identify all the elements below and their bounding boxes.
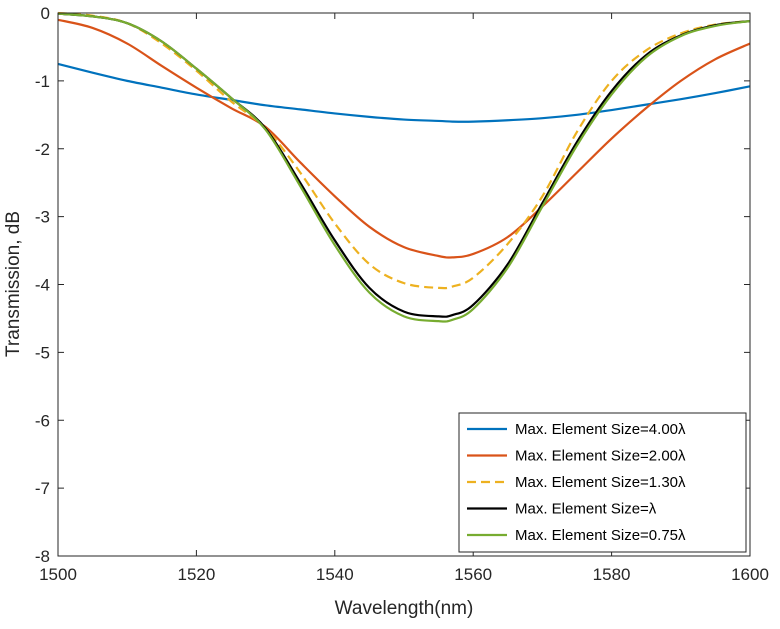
- x-tick-label: 1520: [177, 565, 215, 584]
- series-line-2: [57, 18, 751, 259]
- x-tick-label: 1580: [593, 565, 631, 584]
- y-tick-label: -8: [35, 547, 50, 566]
- y-axis-label: Transmission, dB: [3, 211, 24, 357]
- x-tick-label: 1600: [731, 565, 769, 584]
- y-tick-label: -6: [35, 411, 50, 430]
- x-axis-label: Wavelength(nm): [335, 598, 474, 619]
- axis-ticks: 1500 1520 1540 1560 1580 1600 -8 -7 -6 -5 -4 -3 -2 -1…: [35, 4, 769, 584]
- legend-label-2: Max. Element Size=2.00λ: [515, 448, 686, 465]
- y-tick-label: -1: [35, 72, 50, 91]
- legend-label-1: Max. Element Size=4.00λ: [515, 421, 686, 438]
- y-tick-label: -2: [35, 140, 50, 159]
- y-tick-label: -4: [35, 276, 50, 295]
- legend-label-4: Max. Element Size=λ: [515, 501, 657, 518]
- y-tick-label: -7: [35, 479, 50, 498]
- x-tick-label: 1560: [454, 565, 492, 584]
- series-line-1: [57, 62, 751, 123]
- y-tick-label: -3: [35, 208, 50, 227]
- legend: Max. Element Size=4.00λ Max. Element Size…: [458, 412, 747, 553]
- legend-label-3: Max. Element Size=1.30λ: [515, 474, 686, 491]
- series-line-5: [57, 12, 751, 323]
- legend-box: [458, 412, 747, 553]
- y-tick-label: -5: [35, 343, 50, 362]
- series-lines: [57, 11, 751, 323]
- series-line-3: [57, 11, 751, 290]
- y-tick-label: 0: [41, 4, 50, 23]
- x-tick-label: 1500: [39, 565, 77, 584]
- legend-label-5: Max. Element Size=0.75λ: [515, 527, 686, 544]
- x-tick-label: 1540: [316, 565, 354, 584]
